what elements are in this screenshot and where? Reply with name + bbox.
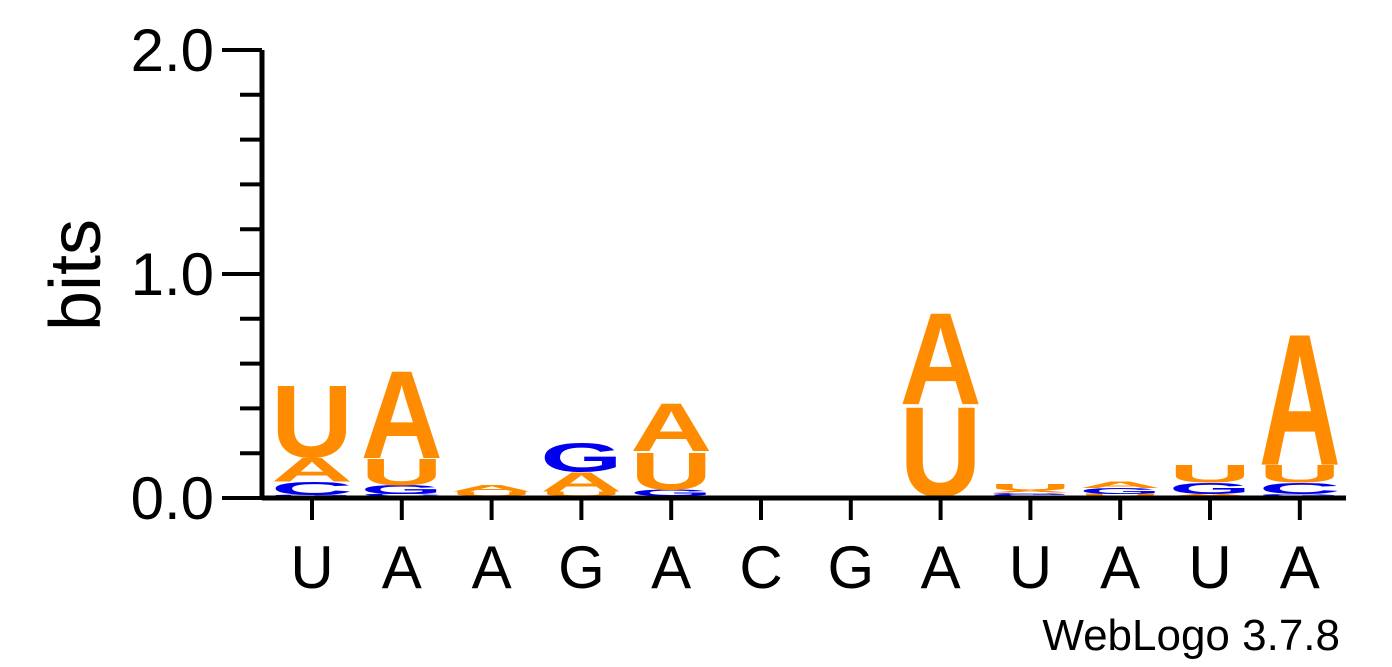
- logo-glyph-U: U: [271, 364, 353, 479]
- weblogo-credit: WebLogo 3.7.8: [1042, 611, 1340, 660]
- y-axis-title: bits: [36, 219, 116, 331]
- y-tick-label: 2.0: [131, 17, 214, 84]
- x-position-label: A: [1100, 534, 1140, 601]
- logo-glyph-U: U: [451, 490, 533, 497]
- logo-glyph-G: G: [630, 487, 712, 498]
- logo-glyph-A: A: [989, 490, 1071, 494]
- axis-layer: 0.01.02.0U A A G A C G A U A U A: [131, 17, 1346, 601]
- x-position-label: A: [382, 534, 422, 601]
- x-position-label: C: [739, 534, 782, 601]
- y-tick-label: 1.0: [131, 241, 214, 308]
- logo-glyph-C: C: [271, 478, 353, 499]
- x-position-label: A: [472, 534, 512, 601]
- logo-glyph-A: A: [900, 286, 982, 433]
- logo-glyph-G: G: [540, 435, 622, 480]
- logo-glyph-G: G: [271, 495, 353, 497]
- x-position-label: A: [921, 534, 961, 601]
- logo-glyph-G: G: [1079, 487, 1161, 496]
- logo-glyph-A: A: [271, 450, 353, 489]
- logo-glyph-U: U: [361, 451, 443, 493]
- logo-glyph-A: A: [1079, 480, 1161, 490]
- logo-glyph-G: G: [361, 482, 443, 496]
- logo-glyph-C: C: [1259, 480, 1341, 497]
- logo-glyph-U: U: [1169, 460, 1251, 488]
- logo-glyph-C: C: [989, 495, 1071, 497]
- logo-glyph-G: G: [989, 492, 1071, 495]
- x-position-label: U: [1188, 534, 1231, 601]
- y-tick-label: 0.0: [131, 465, 214, 532]
- logo-glyph-U: U: [1079, 493, 1161, 497]
- logo-glyph-A: A: [451, 483, 533, 493]
- logo-glyph-U: U: [540, 490, 622, 497]
- logo-glyph-U: U: [989, 482, 1071, 492]
- x-position-label: U: [290, 534, 333, 601]
- logo-glyph-A: A: [1259, 295, 1341, 504]
- logo-glyph-A: A: [361, 346, 443, 485]
- logo-glyph-A: A: [540, 466, 622, 498]
- logo-glyph-A: A: [1169, 493, 1251, 497]
- logo-glyph-U: U: [630, 441, 712, 500]
- logo-glyph-A: A: [630, 389, 712, 466]
- x-position-label: G: [558, 534, 605, 601]
- x-position-label: G: [827, 534, 874, 601]
- x-position-label: U: [1009, 534, 1052, 601]
- x-position-label: A: [1280, 534, 1320, 601]
- x-position-label: A: [651, 534, 691, 601]
- logo-glyph-U: U: [1259, 460, 1341, 488]
- logo-glyph-C: C: [361, 493, 443, 497]
- logo-glyph-G: G: [1169, 480, 1251, 497]
- logo-glyph-G: G: [1259, 493, 1341, 496]
